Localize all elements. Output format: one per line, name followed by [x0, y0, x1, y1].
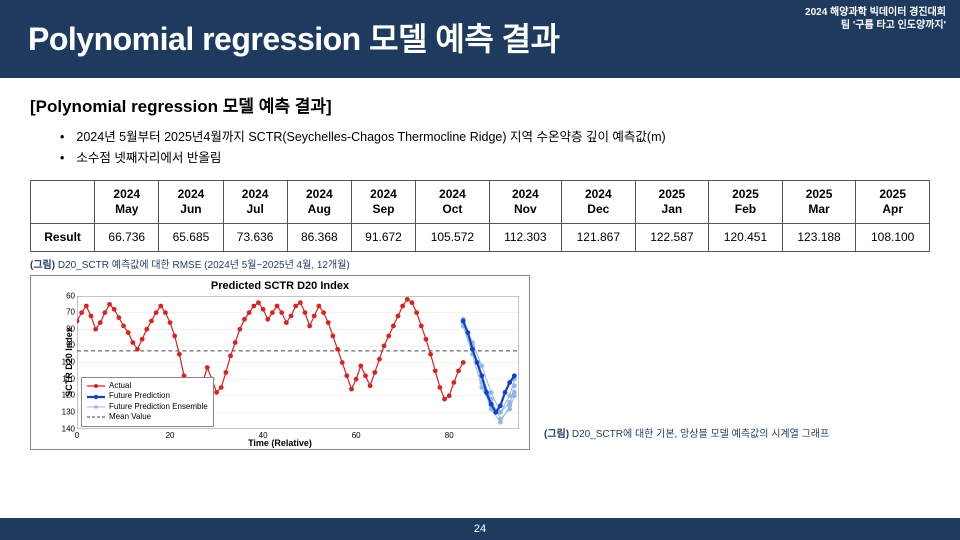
- results-table: 2024May2024Jun2024Jul2024Aug2024Sep2024O…: [30, 180, 930, 252]
- bullet-item: 소수점 넷째자리에서 반올림: [60, 148, 930, 169]
- legend-item-mean: Mean Value: [87, 412, 208, 422]
- page-number: 24: [474, 523, 486, 535]
- slide-footer: 24: [0, 518, 960, 540]
- table-header: 2024Dec: [562, 180, 636, 223]
- page-title: Polynomial regression 모델 예측 결과: [28, 14, 932, 60]
- chart-legend: Actual Future Prediction Future Predicti…: [81, 377, 214, 427]
- table-header: 2025Feb: [709, 180, 783, 223]
- caption-bold: (그림): [544, 429, 569, 440]
- table-header: 2024Sep: [351, 180, 415, 223]
- table-header: 2025Jan: [635, 180, 709, 223]
- table-cell: 123.188: [782, 223, 856, 251]
- table-header: 2025Mar: [782, 180, 856, 223]
- caption-rest: D20_SCTR에 대한 기본, 앙상블 모델 예측값의 시계열 그래프: [569, 429, 829, 440]
- row-label: Result: [31, 223, 95, 251]
- table-cell: 91.672: [351, 223, 415, 251]
- chart-side-caption: (그림) D20_SCTR에 대한 기본, 앙상블 모델 예측값의 시계열 그래…: [544, 425, 829, 450]
- legend-item-ensemble: Future Prediction Ensemble: [87, 402, 208, 412]
- team-name: 팀 '구름 타고 인도양까지': [805, 19, 946, 32]
- table-caption: (그림) D20_SCTR 예측값에 대한 RMSE (2024년 5월~202…: [30, 256, 930, 271]
- table-cell: 120.451: [709, 223, 783, 251]
- table-cell: 73.636: [223, 223, 287, 251]
- chart-container: Predicted SCTR D20 Index SCTR D20 Index …: [30, 275, 530, 450]
- table-header: 2024Nov: [489, 180, 561, 223]
- legend-label: Future Prediction Ensemble: [109, 402, 208, 412]
- bullet-list: 2024년 5월부터 2025년4월까지 SCTR(Seychelles-Cha…: [60, 127, 930, 170]
- table-header: 2024May: [95, 180, 159, 223]
- legend-label: Actual: [109, 381, 131, 391]
- table-header: 2025Apr: [856, 180, 930, 223]
- table-header: 2024Jun: [159, 180, 223, 223]
- x-axis-label: Time (Relative): [31, 438, 529, 448]
- table-cell: 121.867: [562, 223, 636, 251]
- table-cell: 86.368: [287, 223, 351, 251]
- section-title: [Polynomial regression 모델 예측 결과]: [30, 92, 930, 117]
- table-header: 2024Jul: [223, 180, 287, 223]
- table-header: 2024Oct: [416, 180, 490, 223]
- event-name: 2024 해양과학 빅데이터 경진대회: [805, 6, 946, 19]
- table-cell: 122.587: [635, 223, 709, 251]
- bullet-item: 2024년 5월부터 2025년4월까지 SCTR(Seychelles-Cha…: [60, 127, 930, 148]
- header-meta: 2024 해양과학 빅데이터 경진대회 팀 '구름 타고 인도양까지': [805, 6, 946, 32]
- table-cell: 108.100: [856, 223, 930, 251]
- y-ticks: 60708090100110120130140: [53, 296, 75, 429]
- chart-title: Predicted SCTR D20 Index: [37, 280, 523, 292]
- legend-item-actual: Actual: [87, 381, 208, 391]
- table-cell: 112.303: [489, 223, 561, 251]
- caption-rest: D20_SCTR 예측값에 대한 RMSE (2024년 5월~2025년 4월…: [55, 260, 350, 271]
- table-header: 2024Aug: [287, 180, 351, 223]
- table-cell: 65.685: [159, 223, 223, 251]
- legend-label: Mean Value: [109, 412, 151, 422]
- caption-bold: (그림): [30, 260, 55, 271]
- table-corner: [31, 180, 95, 223]
- legend-label: Future Prediction: [109, 391, 170, 401]
- table-cell: 105.572: [416, 223, 490, 251]
- table-cell: 66.736: [95, 223, 159, 251]
- legend-item-future: Future Prediction: [87, 391, 208, 401]
- slide-header: 2024 해양과학 빅데이터 경진대회 팀 '구름 타고 인도양까지' Poly…: [0, 0, 960, 78]
